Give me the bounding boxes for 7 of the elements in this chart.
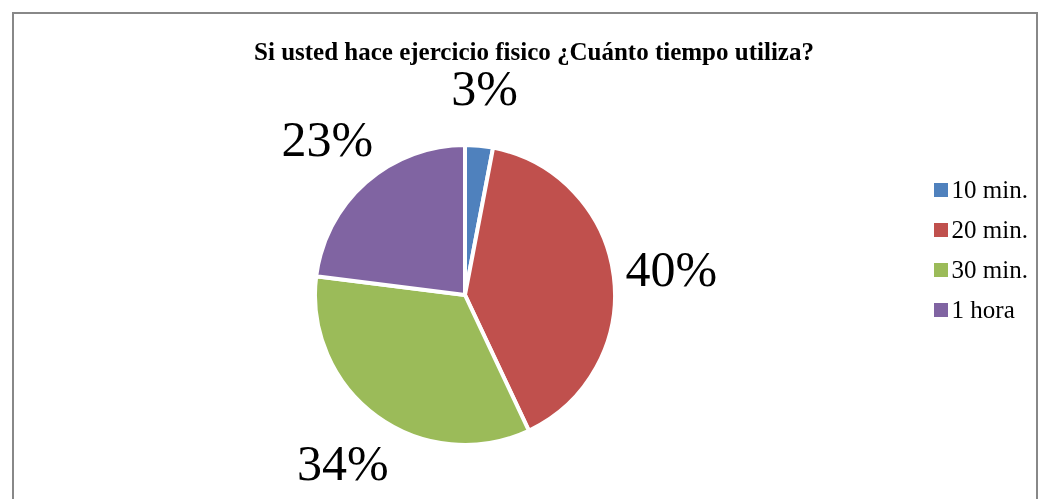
- legend-label: 20 min.: [951, 214, 1028, 245]
- legend-label: 30 min.: [951, 254, 1028, 285]
- data-label: 34%: [296, 435, 389, 492]
- data-label: 23%: [281, 110, 374, 167]
- data-label: 40%: [625, 240, 718, 297]
- legend-label: 1 hora: [951, 294, 1015, 325]
- legend-label: 10 min.: [951, 174, 1028, 205]
